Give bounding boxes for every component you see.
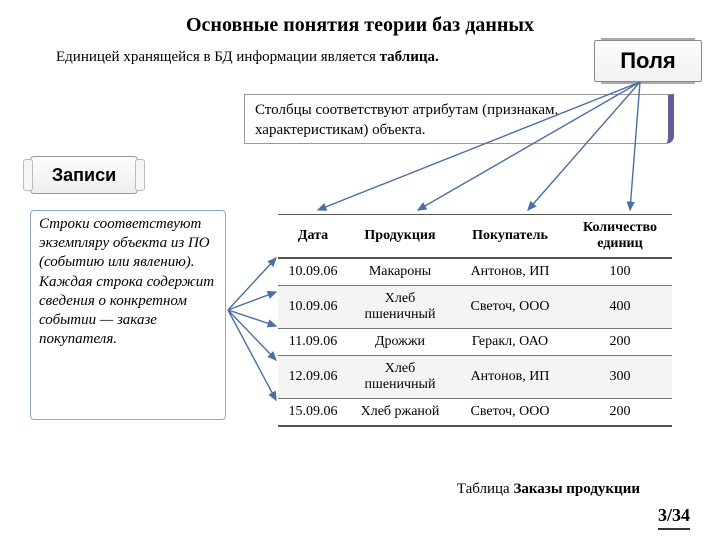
table-cell: 15.09.06 — [278, 399, 348, 427]
fields-badge: Поля — [594, 40, 702, 82]
fields-label: Поля — [620, 48, 676, 74]
table-cell: Хлеб пшеничный — [348, 356, 452, 399]
table-cell: Макароны — [348, 258, 452, 286]
table-caption: Таблица Заказы продукции — [457, 481, 640, 498]
table-cell: Геракл, ОАО — [452, 329, 568, 356]
table-cell: Хлеб ржаной — [348, 399, 452, 427]
table-row: 10.09.06Хлеб пшеничныйСветоч, ООО400 — [278, 286, 672, 329]
records-label: Записи — [52, 165, 116, 186]
table-cell: 200 — [568, 399, 672, 427]
records-badge: Записи — [30, 156, 138, 194]
caption-bold: Заказы продукции — [513, 481, 640, 497]
table-header: Количество единиц — [568, 215, 672, 259]
table-header: Покупатель — [452, 215, 568, 259]
subtitle-bold: таблица. — [380, 49, 439, 65]
table-cell: 11.09.06 — [278, 329, 348, 356]
table-row: 11.09.06ДрожжиГеракл, ОАО200 — [278, 329, 672, 356]
table-cell: Антонов, ИП — [452, 258, 568, 286]
rows-description: Строки соответствуют экземпляру объекта … — [30, 210, 226, 420]
table-cell: 400 — [568, 286, 672, 329]
table-cell: 10.09.06 — [278, 258, 348, 286]
table-cell: Антонов, ИП — [452, 356, 568, 399]
table-cell: 10.09.06 — [278, 286, 348, 329]
table-cell: 200 — [568, 329, 672, 356]
subtitle-pre: Единицей хранящейся в БД информации явля… — [56, 49, 380, 65]
table-cell: Дрожжи — [348, 329, 452, 356]
table-row: 15.09.06Хлеб ржанойСветоч, ООО200 — [278, 399, 672, 427]
table-header: Дата — [278, 215, 348, 259]
table-cell: Светоч, ООО — [452, 286, 568, 329]
table-cell: Светоч, ООО — [452, 399, 568, 427]
caption-pre: Таблица — [457, 481, 514, 497]
table-header: Продукция — [348, 215, 452, 259]
page-number: 3/34 — [658, 505, 690, 530]
table-cell: 300 — [568, 356, 672, 399]
columns-description: Столбцы соответствуют атрибутам (признак… — [244, 94, 674, 144]
table-cell: Хлеб пшеничный — [348, 286, 452, 329]
page-title: Основные понятия теории баз данных — [0, 0, 720, 37]
orders-table: ДатаПродукцияПокупательКоличество единиц… — [278, 214, 672, 427]
table-cell: 12.09.06 — [278, 356, 348, 399]
table-row: 10.09.06МакароныАнтонов, ИП100 — [278, 258, 672, 286]
table-row: 12.09.06Хлеб пшеничныйАнтонов, ИП300 — [278, 356, 672, 399]
records-arrows — [224, 250, 284, 450]
table-cell: 100 — [568, 258, 672, 286]
